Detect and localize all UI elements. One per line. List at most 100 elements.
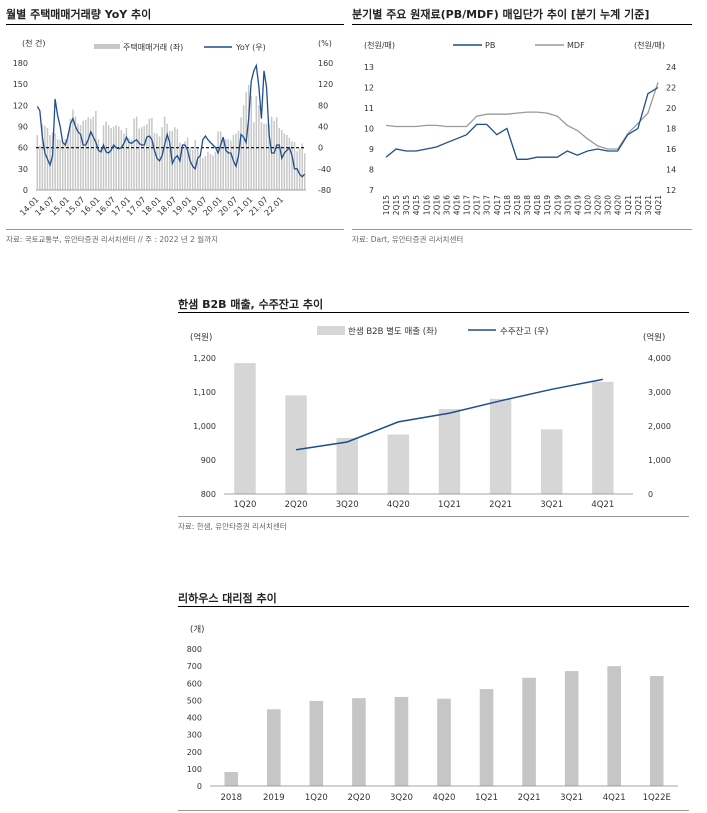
chart-b2b: (억원) (억원) 한샘 B2B 별도 매출 (좌) 수주잔고 (우) 1,200 1,1…	[190, 326, 671, 510]
bar	[105, 121, 107, 190]
y-tick-right: -40	[318, 165, 331, 174]
bottom-rule	[352, 229, 692, 230]
y-tick-right: 12	[666, 186, 676, 195]
bar	[232, 134, 235, 190]
x-tick: 1Q21	[438, 500, 461, 510]
x-tick: 1Q21	[624, 195, 633, 215]
x-tick: 2Q21	[518, 793, 541, 803]
bar	[158, 136, 161, 190]
chart-panel-rehaus: 리하우스 대리점 추이 (개) 800 700 600 500 400 300 200 100 0…	[178, 586, 689, 811]
bar	[291, 141, 293, 190]
x-tick: 2Q17	[473, 195, 482, 215]
bar	[479, 689, 494, 786]
bar	[265, 123, 268, 190]
y-tick-left: 300	[187, 731, 202, 740]
y-tick-left: 60	[18, 144, 28, 153]
bar	[151, 118, 153, 190]
bar	[191, 149, 194, 190]
x-tick: 4Q16	[453, 195, 462, 215]
bar	[194, 139, 196, 190]
bar	[95, 110, 97, 190]
bar	[303, 153, 306, 190]
y-tick-left: 400	[187, 714, 202, 723]
x-tick: 3Q21	[560, 793, 583, 803]
bar	[115, 125, 117, 190]
x-tick: 4Q20	[614, 195, 623, 215]
right-axis-unit: (천원/매)	[634, 40, 665, 50]
bar	[268, 125, 270, 190]
bar	[219, 131, 222, 190]
bar	[212, 155, 214, 190]
x-tick: 3Q15	[402, 195, 411, 215]
bar	[166, 123, 168, 190]
bar	[153, 132, 156, 190]
x-tick: 2Q20	[594, 195, 603, 215]
bar	[186, 137, 189, 190]
x-tick: 1Q15	[382, 195, 391, 215]
bar	[67, 133, 69, 190]
y-tick-left: 200	[187, 748, 202, 757]
left-axis-unit: (억원)	[190, 332, 212, 343]
y-tick-right: 14	[666, 166, 676, 175]
bar	[146, 124, 148, 190]
bar	[267, 709, 281, 786]
x-tick: 4Q19	[573, 195, 582, 215]
y-tick-right: 0	[318, 144, 323, 153]
bar	[161, 127, 163, 190]
y-tick-left: 500	[187, 696, 202, 705]
bar	[128, 137, 130, 190]
y-tick-left: 10	[364, 125, 374, 134]
y-tick-left: 13	[364, 63, 374, 72]
x-tick: 4Q21	[603, 793, 626, 803]
y-tick-right: 120	[318, 80, 333, 89]
bar	[281, 130, 283, 190]
y-tick-left: 8	[369, 166, 374, 175]
x-tick: 2Q20	[285, 500, 308, 510]
x-tick: 3Q21	[644, 195, 653, 215]
bar	[222, 139, 224, 190]
x-tick: 1Q20	[234, 500, 257, 510]
bar	[273, 120, 275, 190]
chart-title: 한샘 B2B 매출, 수주잔고 추이	[178, 298, 324, 311]
bar	[253, 122, 255, 190]
bar	[540, 429, 563, 494]
x-tick: 3Q17	[483, 195, 492, 215]
bar	[240, 117, 242, 190]
x-tick: 1Q22E	[643, 793, 671, 803]
bar	[61, 142, 64, 190]
right-axis-unit: (%)	[318, 39, 332, 48]
bar	[72, 109, 74, 190]
x-tick: 2Q18	[513, 195, 522, 215]
y-tick-left: 1,100	[193, 388, 216, 397]
bottom-rule	[6, 229, 344, 230]
y-tick-left: 12	[364, 84, 374, 93]
x-tick: 2Q21	[489, 500, 512, 510]
bar	[275, 117, 278, 190]
x-tick: 3Q20	[390, 793, 413, 803]
x-tick: 2Q20	[347, 793, 370, 803]
y-tick-right: 80	[318, 101, 328, 110]
bar	[107, 125, 110, 190]
y-tick-left: 800	[201, 490, 216, 499]
bar	[123, 133, 125, 190]
bar	[224, 771, 239, 786]
bar	[336, 437, 358, 494]
x-tick: 1Q16	[422, 195, 431, 215]
bar	[649, 676, 664, 786]
bar	[607, 666, 621, 786]
x-tick: 3Q20	[336, 500, 359, 510]
bar	[110, 127, 112, 190]
legend-label: 한샘 B2B 별도 매출 (좌)	[348, 326, 437, 337]
bar	[592, 381, 614, 494]
x-tick: 4Q21	[654, 195, 663, 215]
y-tick-right: 1,000	[648, 456, 671, 465]
bar	[204, 156, 207, 190]
x-tick: 1Q21	[475, 793, 498, 803]
y-tick-right: 20	[666, 104, 676, 113]
bar	[140, 127, 143, 190]
y-tick-left: 900	[201, 456, 216, 465]
bar	[179, 142, 181, 190]
bar	[230, 140, 232, 190]
bar	[176, 129, 179, 190]
y-tick-left: 11	[364, 104, 374, 113]
